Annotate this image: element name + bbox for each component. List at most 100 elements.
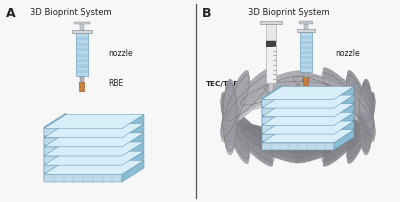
Ellipse shape bbox=[227, 80, 273, 126]
Polygon shape bbox=[262, 99, 334, 107]
Text: 3D Bioprint System: 3D Bioprint System bbox=[248, 8, 330, 17]
Ellipse shape bbox=[227, 108, 273, 154]
Ellipse shape bbox=[266, 145, 330, 158]
Text: RBE: RBE bbox=[108, 80, 123, 88]
Ellipse shape bbox=[266, 136, 330, 149]
Polygon shape bbox=[334, 86, 354, 107]
Polygon shape bbox=[122, 142, 144, 164]
Polygon shape bbox=[262, 85, 282, 150]
Ellipse shape bbox=[242, 136, 302, 163]
Polygon shape bbox=[334, 95, 354, 115]
Polygon shape bbox=[262, 108, 334, 115]
Polygon shape bbox=[122, 115, 144, 136]
Ellipse shape bbox=[323, 117, 369, 163]
Polygon shape bbox=[76, 48, 88, 51]
Polygon shape bbox=[76, 33, 88, 76]
Ellipse shape bbox=[323, 74, 369, 120]
Ellipse shape bbox=[323, 68, 369, 114]
Ellipse shape bbox=[294, 133, 354, 160]
Ellipse shape bbox=[360, 91, 372, 155]
Polygon shape bbox=[262, 121, 354, 134]
Polygon shape bbox=[334, 130, 354, 150]
Ellipse shape bbox=[227, 74, 273, 120]
Polygon shape bbox=[262, 117, 334, 124]
Ellipse shape bbox=[323, 111, 369, 157]
Ellipse shape bbox=[227, 77, 273, 123]
Ellipse shape bbox=[347, 101, 374, 161]
Polygon shape bbox=[76, 64, 88, 68]
Polygon shape bbox=[266, 24, 276, 40]
Ellipse shape bbox=[242, 77, 302, 104]
Polygon shape bbox=[44, 124, 144, 138]
Ellipse shape bbox=[294, 136, 354, 163]
Polygon shape bbox=[262, 143, 334, 150]
Polygon shape bbox=[262, 134, 334, 141]
Ellipse shape bbox=[222, 98, 249, 158]
Ellipse shape bbox=[242, 124, 302, 151]
Ellipse shape bbox=[227, 71, 273, 117]
Ellipse shape bbox=[266, 139, 330, 152]
Ellipse shape bbox=[347, 98, 374, 158]
Polygon shape bbox=[44, 128, 122, 136]
Polygon shape bbox=[76, 43, 88, 46]
Ellipse shape bbox=[266, 82, 330, 95]
Polygon shape bbox=[44, 113, 66, 182]
Ellipse shape bbox=[224, 91, 236, 155]
Ellipse shape bbox=[294, 80, 354, 107]
Ellipse shape bbox=[323, 77, 369, 123]
Ellipse shape bbox=[227, 117, 273, 163]
Ellipse shape bbox=[360, 88, 372, 152]
Ellipse shape bbox=[360, 82, 372, 146]
Ellipse shape bbox=[294, 130, 354, 157]
Polygon shape bbox=[300, 51, 312, 54]
Ellipse shape bbox=[222, 73, 249, 133]
Polygon shape bbox=[304, 78, 308, 86]
Polygon shape bbox=[44, 160, 144, 174]
Ellipse shape bbox=[323, 120, 369, 166]
Ellipse shape bbox=[222, 92, 249, 152]
Polygon shape bbox=[80, 24, 84, 30]
Polygon shape bbox=[334, 121, 354, 141]
Ellipse shape bbox=[222, 104, 249, 164]
Text: 3D Bioprint System: 3D Bioprint System bbox=[30, 8, 112, 17]
Polygon shape bbox=[122, 124, 144, 145]
Ellipse shape bbox=[222, 76, 249, 136]
Ellipse shape bbox=[347, 95, 374, 155]
Ellipse shape bbox=[347, 92, 374, 152]
Ellipse shape bbox=[266, 133, 330, 146]
Ellipse shape bbox=[242, 127, 302, 154]
Text: TEC/TAF/TAM: TEC/TAF/TAM bbox=[206, 81, 259, 87]
Polygon shape bbox=[44, 151, 144, 165]
Ellipse shape bbox=[227, 111, 273, 157]
Polygon shape bbox=[44, 133, 144, 147]
Polygon shape bbox=[266, 40, 276, 83]
Ellipse shape bbox=[323, 108, 369, 154]
Ellipse shape bbox=[294, 74, 354, 101]
Ellipse shape bbox=[347, 76, 374, 136]
Polygon shape bbox=[122, 160, 144, 182]
Ellipse shape bbox=[222, 79, 249, 139]
Ellipse shape bbox=[266, 79, 330, 92]
Ellipse shape bbox=[222, 101, 249, 161]
Ellipse shape bbox=[266, 88, 330, 101]
Polygon shape bbox=[122, 151, 144, 173]
Ellipse shape bbox=[222, 70, 249, 130]
Polygon shape bbox=[44, 156, 122, 164]
Polygon shape bbox=[300, 56, 312, 59]
Ellipse shape bbox=[347, 104, 374, 164]
Polygon shape bbox=[76, 37, 88, 40]
Polygon shape bbox=[262, 86, 354, 99]
Polygon shape bbox=[260, 21, 282, 24]
Text: B: B bbox=[202, 7, 212, 20]
Polygon shape bbox=[300, 41, 312, 44]
Ellipse shape bbox=[227, 114, 273, 160]
Ellipse shape bbox=[294, 71, 354, 98]
Polygon shape bbox=[304, 24, 308, 29]
Polygon shape bbox=[300, 61, 312, 64]
Polygon shape bbox=[300, 66, 312, 69]
Ellipse shape bbox=[227, 68, 273, 114]
Ellipse shape bbox=[222, 82, 249, 142]
Ellipse shape bbox=[242, 74, 302, 101]
Polygon shape bbox=[44, 138, 122, 145]
Polygon shape bbox=[262, 112, 354, 125]
